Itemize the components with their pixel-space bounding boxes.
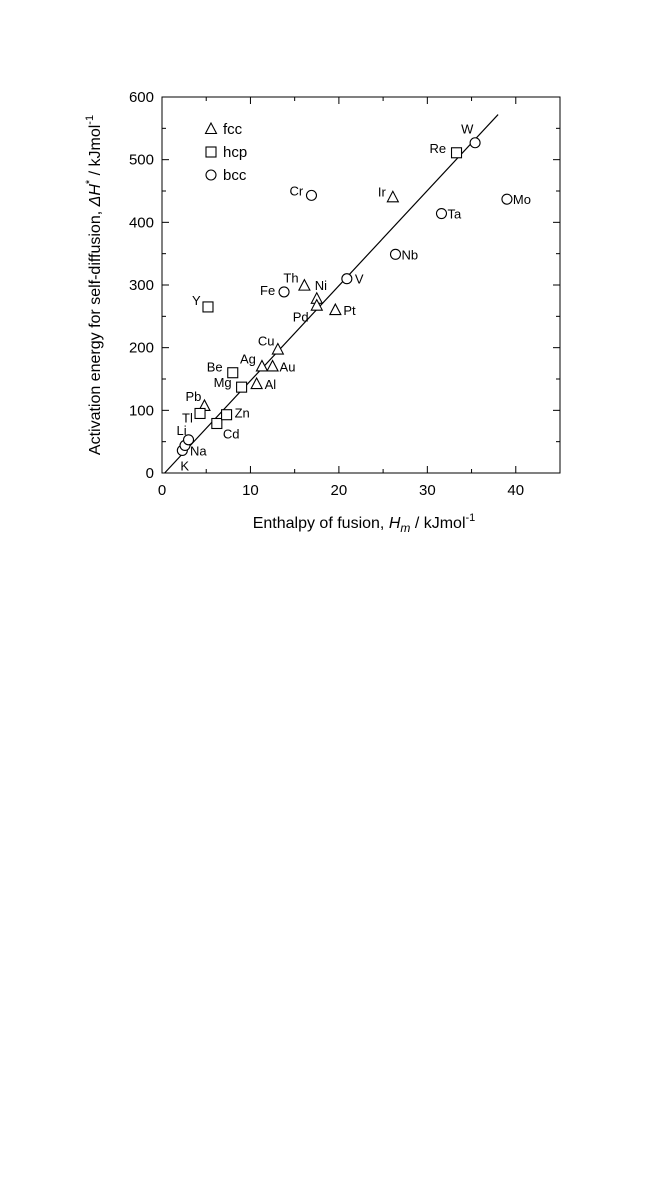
- x-tick-label: 10: [242, 482, 259, 499]
- point-li: [182, 434, 195, 446]
- x-axis-title-sup: -1: [466, 512, 476, 524]
- y-axis-title-prefix: Activation energy for self-diffusion,: [87, 206, 104, 455]
- point-label-au: Au: [280, 359, 296, 374]
- fit-line-path: [164, 114, 499, 474]
- point-th: [297, 278, 311, 291]
- y-axis-title-symbol: ΔH: [87, 184, 104, 208]
- point-al: [250, 376, 264, 390]
- y-tick-label: 400: [129, 214, 154, 231]
- legend: fcc hcp bcc: [204, 121, 247, 184]
- point-tl: [194, 407, 206, 420]
- y-tick-label: 100: [129, 402, 154, 419]
- point-label-v: V: [355, 272, 364, 287]
- x-tick-label: 20: [331, 482, 348, 499]
- point-label-cr: Cr: [289, 183, 303, 198]
- point-label-ni: Ni: [315, 278, 327, 293]
- y-tick-label: 200: [129, 340, 154, 357]
- legend-marker-hcp: [205, 146, 217, 158]
- legend-label-bcc: bcc: [223, 167, 247, 184]
- point-pt: [328, 302, 342, 316]
- y-tick-label: 0: [146, 465, 154, 482]
- point-label-al: Al: [265, 377, 277, 392]
- point-label-th: Th: [283, 271, 298, 286]
- point-mo: [501, 193, 513, 205]
- point-zn: [221, 409, 233, 421]
- point-label-re: Re: [430, 141, 447, 156]
- legend-label-hcp: hcp: [223, 144, 247, 161]
- point-label-ag: Ag: [240, 351, 256, 366]
- point-v: [341, 273, 353, 285]
- y-axis-title-sup1: *: [84, 179, 96, 184]
- y-tick-label: 500: [129, 152, 154, 169]
- fit-line: [164, 114, 499, 474]
- x-axis-title: Enthalpy of fusion, Hm / kJmol-1: [253, 512, 476, 535]
- point-label-pb: Pb: [185, 389, 201, 404]
- point-label-w: W: [461, 122, 474, 137]
- point-be: [227, 367, 239, 379]
- legend-marker-fcc: [204, 121, 218, 135]
- point-re: [450, 147, 463, 159]
- x-tick-label: 0: [158, 482, 166, 499]
- point-label-pt: Pt: [343, 303, 356, 318]
- point-label-ta: Ta: [447, 207, 462, 222]
- x-tick-label: 40: [507, 482, 524, 499]
- point-label-ir: Ir: [378, 184, 387, 199]
- x-axis-title-prefix: Enthalpy of fusion,: [253, 515, 389, 532]
- y-tick-label: 300: [129, 277, 154, 294]
- point-nb: [389, 248, 402, 260]
- x-tick-label: 30: [419, 482, 436, 499]
- point-w: [469, 137, 481, 149]
- point-label-zn: Zn: [235, 406, 250, 421]
- point-cd: [211, 417, 223, 430]
- x-axis-title-suffix: / kJmol: [410, 515, 465, 532]
- legend-label-fcc: fcc: [223, 121, 243, 138]
- x-axis-title-sub: m: [400, 521, 410, 535]
- point-cu: [271, 342, 285, 355]
- point-label-mo: Mo: [513, 192, 531, 207]
- series-fcc: Pb Al Ag Au Cu Th Ni Pd Pt Ir: [185, 184, 400, 411]
- point-label-pd: Pd: [293, 310, 309, 325]
- point-label-li: Li: [177, 423, 187, 438]
- point-label-nb: Nb: [401, 247, 418, 262]
- point-label-cu: Cu: [258, 334, 275, 349]
- y-axis-title-suffix: / kJmol: [87, 125, 104, 180]
- point-ag: [255, 359, 269, 372]
- point-au: [266, 359, 279, 372]
- point-ta: [435, 208, 448, 220]
- point-label-fe: Fe: [260, 283, 275, 298]
- y-axis-title-sup2: -1: [84, 115, 96, 125]
- point-label-tl: Tl: [182, 410, 193, 425]
- point-ir: [386, 190, 400, 203]
- y-tick-label: 600: [129, 89, 154, 106]
- point-label-be: Be: [207, 360, 223, 375]
- point-label-k: K: [180, 458, 189, 473]
- point-label-cd: Cd: [223, 426, 240, 441]
- point-pd: [310, 298, 324, 311]
- y-axis-title: Activation energy for self-diffusion, ΔH…: [84, 115, 104, 455]
- point-cr: [305, 189, 318, 201]
- point-y: [202, 301, 214, 313]
- point-mg: [236, 381, 248, 393]
- point-label-y: Y: [192, 293, 201, 308]
- point-label-na: Na: [190, 443, 207, 458]
- point-label-mg: Mg: [214, 375, 232, 390]
- legend-marker-bcc: [205, 169, 217, 181]
- point-fe: [278, 286, 290, 298]
- x-axis-title-symbol: H: [389, 515, 401, 532]
